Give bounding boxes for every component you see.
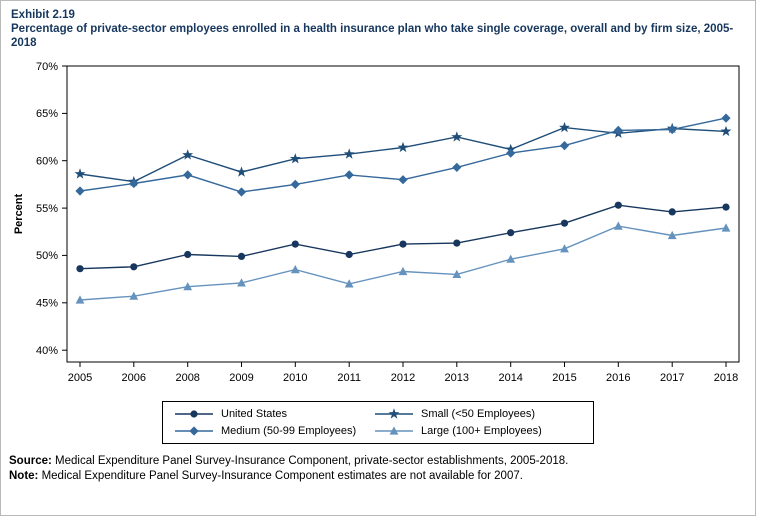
svg-text:2018: 2018 — [714, 372, 738, 384]
svg-text:45%: 45% — [36, 298, 58, 310]
legend-label: Medium (50-99 Employees) — [221, 425, 357, 437]
legend-label: United States — [221, 408, 288, 420]
svg-text:2005: 2005 — [68, 372, 92, 384]
availability-note: Note: Medical Expenditure Panel Survey-I… — [9, 469, 747, 484]
line-chart: 40% 45% 50% 55% 60% 65% 70% 2005 2006 2008 2009 201… — [7, 54, 755, 393]
legend-item-large: Large (100+ Employees) — [373, 424, 589, 438]
legend-item-united-states: United States — [173, 407, 373, 421]
svg-text:65%: 65% — [36, 108, 58, 120]
svg-text:2009: 2009 — [229, 372, 253, 384]
svg-text:2010: 2010 — [283, 372, 307, 384]
svg-text:2015: 2015 — [552, 372, 576, 384]
svg-text:2012: 2012 — [391, 372, 415, 384]
svg-text:2006: 2006 — [122, 372, 146, 384]
star-marker-icon — [375, 408, 413, 419]
svg-text:70%: 70% — [36, 61, 58, 73]
chart-title: Percentage of private-sector employees e… — [11, 23, 734, 49]
circle-marker-icon — [175, 410, 213, 418]
exhibit-number: Exhibit 2.19 — [11, 9, 75, 21]
chart-header: Exhibit 2.19 Percentage of private-secto… — [1, 1, 755, 50]
legend: United States Small (<50 Employees) Medi… — [162, 401, 594, 444]
source-text: Medical Expenditure Panel Survey-Insuran… — [51, 455, 569, 467]
svg-text:40%: 40% — [36, 345, 58, 357]
legend-item-medium: Medium (50-99 Employees) — [173, 424, 373, 438]
svg-text:55%: 55% — [36, 203, 58, 215]
source-label: Source: — [9, 455, 52, 467]
svg-text:60%: 60% — [36, 156, 58, 168]
legend-label: Large (100+ Employees) — [421, 425, 542, 437]
svg-text:2014: 2014 — [498, 372, 522, 384]
note-text: Medical Expenditure Panel Survey-Insuran… — [38, 470, 523, 482]
svg-text:2008: 2008 — [175, 372, 199, 384]
svg-text:2013: 2013 — [445, 372, 469, 384]
svg-text:2017: 2017 — [660, 372, 684, 384]
svg-text:2016: 2016 — [606, 372, 630, 384]
diamond-marker-icon — [175, 426, 213, 436]
chart-footnotes: Source: Medical Expenditure Panel Survey… — [1, 444, 755, 484]
svg-text:50%: 50% — [36, 250, 58, 262]
svg-text:Percent: Percent — [13, 193, 25, 234]
source-note: Source: Medical Expenditure Panel Survey… — [9, 454, 747, 469]
svg-text:2011: 2011 — [337, 372, 361, 384]
triangle-marker-icon — [375, 426, 413, 435]
plot-area: 40% 45% 50% 55% 60% 65% 70% 2005 2006 2008 2009 201… — [13, 61, 740, 384]
legend-item-small: Small (<50 Employees) — [373, 407, 589, 421]
legend-label: Small (<50 Employees) — [421, 408, 536, 420]
note-label: Note: — [9, 470, 39, 482]
